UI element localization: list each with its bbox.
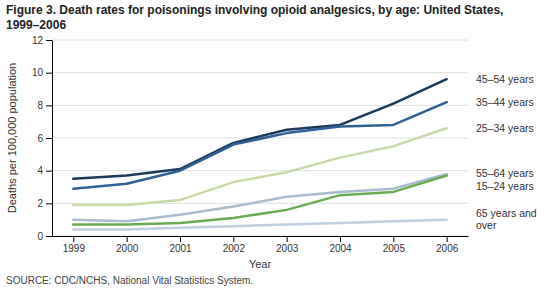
- tick-mark: [233, 236, 234, 242]
- tick-mark: [46, 171, 52, 172]
- series-label: 25–34 years: [476, 122, 534, 134]
- grid-line: [52, 72, 468, 73]
- series-label: 55–64 years: [476, 167, 534, 179]
- tick-label: 2004: [329, 243, 352, 254]
- tick-label: 2001: [169, 243, 192, 254]
- grid-line: [52, 105, 468, 106]
- tick: 2005: [383, 236, 406, 254]
- tick-mark: [340, 236, 341, 242]
- tick-label: 2003: [276, 243, 299, 254]
- series-line: [73, 176, 446, 225]
- tick-mark: [46, 40, 52, 41]
- tick-label: 2006: [436, 243, 459, 254]
- tick: 2006: [436, 236, 459, 254]
- tick-mark: [447, 236, 448, 242]
- tick-mark: [46, 138, 52, 139]
- tick: 2003: [276, 236, 299, 254]
- tick: 12: [32, 35, 52, 46]
- tick: 0: [37, 231, 52, 242]
- tick-mark: [46, 73, 52, 74]
- series-line: [73, 79, 446, 179]
- axis-line: [52, 41, 53, 237]
- tick-label: 8: [37, 100, 43, 111]
- tick-mark: [46, 236, 52, 237]
- grid-line: [52, 40, 468, 41]
- series-label: 35–44 years: [476, 96, 534, 108]
- tick: 4: [37, 165, 52, 176]
- tick-label: 2005: [383, 243, 406, 254]
- series-line: [73, 102, 446, 189]
- x-axis: 1999 2000 2001 2002 2003 2004 2005 2006: [53, 236, 469, 254]
- tick: 1999: [63, 236, 86, 254]
- tick: 8: [37, 100, 52, 111]
- y-axis: 0 2 4 6 8 10 12: [32, 35, 53, 242]
- series-line: [73, 220, 446, 230]
- tick-label: 0: [37, 231, 43, 242]
- tick: 2001: [169, 236, 192, 254]
- tick: 6: [37, 133, 52, 144]
- tick-label: 1999: [63, 243, 86, 254]
- grid: [52, 40, 468, 236]
- axis-line: [53, 236, 469, 237]
- grid-line: [52, 170, 468, 171]
- grid-line: [52, 236, 468, 237]
- title: Figure 3. Death rates for poisonings inv…: [6, 3, 503, 32]
- series-label: 45–54 years: [476, 73, 534, 85]
- chart: Figure 3. Death rates for poisonings inv…: [0, 0, 560, 288]
- tick: 2004: [329, 236, 352, 254]
- grid-line: [52, 203, 468, 204]
- tick-mark: [287, 236, 288, 242]
- tick-label: 4: [37, 165, 43, 176]
- tick: 2: [37, 198, 52, 209]
- tick-mark: [393, 236, 394, 242]
- tick: 2000: [116, 236, 139, 254]
- tick: 2002: [223, 236, 246, 254]
- tick-mark: [46, 105, 52, 106]
- tick-label: 2000: [116, 243, 139, 254]
- series-labels: 45–54 years 35–44 years 25–34 years 55–64 y…: [476, 73, 537, 231]
- tick-mark: [46, 203, 52, 204]
- y-axis-title: Deaths per 100,000 population: [6, 63, 18, 213]
- lines: [73, 79, 446, 229]
- tick-mark: [127, 236, 128, 242]
- tick-mark: [73, 236, 74, 242]
- tick-mark: [180, 236, 181, 242]
- source: SOURCE: CDC/NCHS, National Vital Statist…: [6, 275, 253, 286]
- tick-label: 12: [32, 35, 44, 46]
- tick: 10: [32, 67, 52, 78]
- tick-label: 2: [37, 198, 43, 209]
- series-label: 65 years andover: [476, 207, 537, 231]
- x-axis-title: Year: [249, 258, 272, 270]
- tick-label: 6: [37, 133, 43, 144]
- series-line: [73, 128, 446, 205]
- tick-label: 10: [32, 67, 44, 78]
- plot: 1999 2000 2001 2002 2003 2004 2005 2006 0 2 4 6 8 10 1…: [6, 35, 537, 270]
- tick-label: 2002: [223, 243, 246, 254]
- series-label: 15–24 years: [476, 180, 534, 192]
